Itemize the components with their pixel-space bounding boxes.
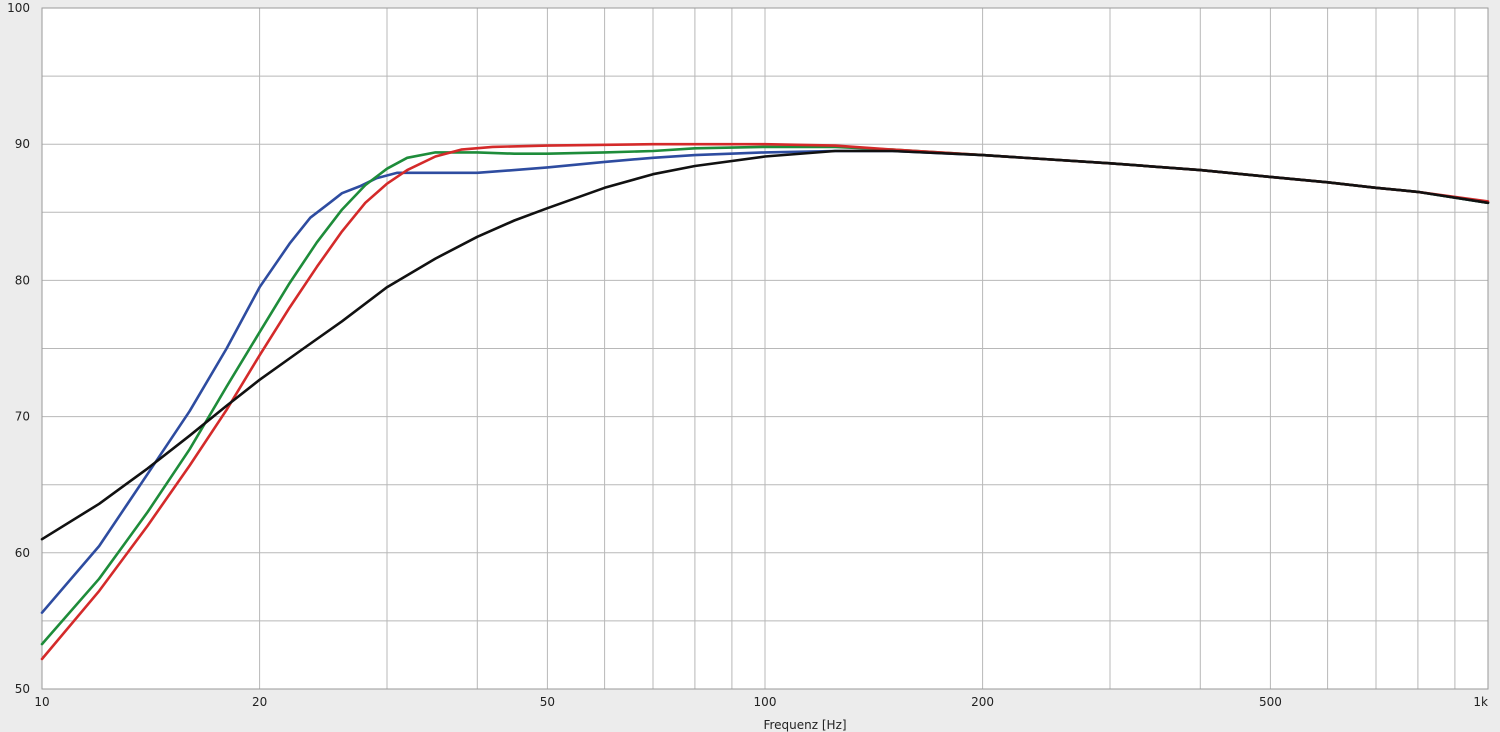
x-tick-label: 500 bbox=[1259, 695, 1282, 709]
x-tick-label: 20 bbox=[252, 695, 267, 709]
y-tick-label: 100 bbox=[7, 1, 30, 15]
x-tick-label: 1k bbox=[1473, 695, 1488, 709]
y-tick-label: 90 bbox=[15, 137, 30, 151]
plot-border bbox=[41, 7, 1489, 690]
y-tick-label: 60 bbox=[15, 546, 30, 560]
x-axis-ticks: 10 20 50 100 200 500 1k bbox=[34, 695, 1488, 709]
x-tick-label: 100 bbox=[754, 695, 777, 709]
y-tick-label: 50 bbox=[15, 682, 30, 696]
y-tick-label: 80 bbox=[15, 273, 30, 287]
x-tick-label: 50 bbox=[540, 695, 555, 709]
grid-lines bbox=[41, 7, 1489, 690]
x-tick-label: 200 bbox=[971, 695, 994, 709]
series-line-4 bbox=[40, 149, 1490, 541]
x-tick-label: 10 bbox=[34, 695, 49, 709]
series-lines bbox=[40, 142, 1490, 661]
y-axis-ticks: 50 60 70 80 90 100 bbox=[7, 1, 30, 696]
x-axis-title: Frequenz [Hz] bbox=[763, 718, 846, 732]
y-tick-label: 70 bbox=[15, 410, 30, 424]
